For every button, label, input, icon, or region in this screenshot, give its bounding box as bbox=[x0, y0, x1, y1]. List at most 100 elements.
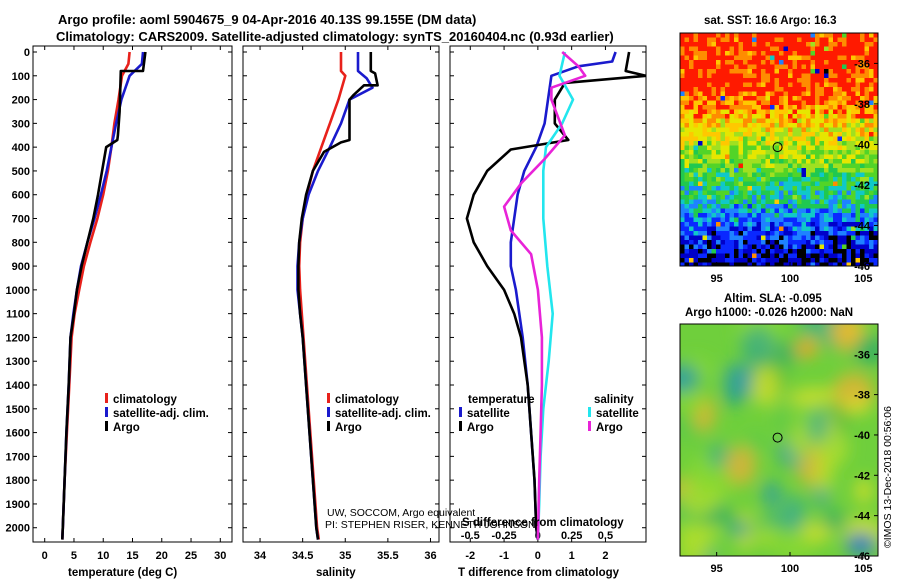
x-tick-label: -1 bbox=[499, 550, 509, 562]
temperature-legend: climatology satellite-adj. clim. Argo bbox=[105, 393, 209, 434]
x-tick-label: 25 bbox=[185, 550, 197, 562]
salinity-panel-frame bbox=[242, 45, 440, 543]
series-satellite-adj-clim- bbox=[61, 51, 145, 540]
temperature-panel-frame bbox=[32, 45, 233, 543]
y-tick-label: 500 bbox=[12, 166, 30, 178]
x-tick-label: 35 bbox=[339, 550, 351, 562]
legend-label-argo: Argo bbox=[113, 422, 140, 434]
difference-x2label: S difference from climatology bbox=[462, 517, 624, 529]
y-tick-label: 600 bbox=[12, 190, 30, 202]
x-tick-label: 105 bbox=[854, 563, 872, 575]
title-line-1: Argo profile: aoml 5904675_9 04-Apr-2016… bbox=[58, 12, 476, 27]
x2-tick-label: -0.5 bbox=[461, 530, 480, 542]
legend-label-s-argo: Argo bbox=[596, 422, 623, 434]
x2-tick-label: -0.25 bbox=[492, 530, 517, 542]
y-tick-label: 100 bbox=[12, 71, 30, 83]
legend-label-t-argo: Argo bbox=[467, 422, 494, 434]
y-tick-label: 1300 bbox=[6, 356, 30, 368]
copyright-stamp: ©IMOS 13-Dec-2018 00:56:06 bbox=[882, 406, 894, 548]
legend-title-salinity: salinity bbox=[594, 394, 634, 406]
series-argo bbox=[61, 51, 147, 540]
x-tick-label: 2 bbox=[602, 550, 608, 562]
y-tick-label: 1500 bbox=[6, 404, 30, 416]
series-climatology bbox=[297, 52, 347, 540]
y-tick-label: 1900 bbox=[6, 499, 30, 511]
salinity-plot: 34 34.5 35 35.5 36 bbox=[243, 46, 439, 562]
sla-map-frame bbox=[679, 323, 879, 557]
x-tick-label: 34.5 bbox=[292, 550, 313, 562]
x-tick-label: 105 bbox=[854, 273, 872, 285]
legend-label-t-satellite: satellite bbox=[467, 408, 510, 420]
y-tick-label: -36 bbox=[854, 58, 870, 70]
legend-label-satellite: satellite-adj. clim. bbox=[335, 408, 431, 420]
y-tick-label: 1700 bbox=[6, 451, 30, 463]
series-argo bbox=[297, 52, 379, 540]
y-tick-label: -36 bbox=[854, 349, 870, 361]
x-tick-label: 0 bbox=[42, 550, 48, 562]
x-tick-label: 35.5 bbox=[377, 550, 398, 562]
x-tick-label: -2 bbox=[465, 550, 475, 562]
y-tick-label: -44 bbox=[854, 511, 871, 523]
x-tick-label: 5 bbox=[71, 550, 77, 562]
temperature-plot: 0100200300400500600700800900100011001200… bbox=[6, 46, 232, 562]
legend-swatch-climatology bbox=[105, 393, 108, 403]
difference-legend: temperature satellite Argo salinity sate… bbox=[459, 394, 639, 434]
legend-label-argo: Argo bbox=[335, 422, 362, 434]
y-tick-label: 1800 bbox=[6, 475, 30, 487]
x-tick-label: 30 bbox=[214, 550, 226, 562]
sst-map-axes: 95 100 105 -36 -38 -40 -42 -44 -46 bbox=[711, 58, 878, 285]
difference-panel-frame bbox=[449, 45, 647, 543]
sla-map-title-2: Argo h1000: -0.026 h2000: NaN bbox=[685, 307, 853, 319]
series-t-argo bbox=[465, 51, 646, 540]
x-tick-label: 36 bbox=[424, 550, 436, 562]
y-tick-label: -44 bbox=[854, 220, 871, 232]
y-tick-label: 300 bbox=[12, 118, 30, 130]
y-tick-label: 2000 bbox=[6, 523, 30, 535]
argo-position-marker bbox=[772, 142, 783, 153]
x-tick-label: 10 bbox=[97, 550, 109, 562]
title-line-2: Climatology: CARS2009. Satellite-adjuste… bbox=[56, 29, 614, 44]
sst-map-frame bbox=[679, 32, 879, 267]
y-tick-label: 700 bbox=[12, 214, 30, 226]
series-satellite-adj-clim- bbox=[296, 52, 374, 540]
x2-tick-label: 0.5 bbox=[598, 530, 613, 542]
salinity-legend: climatology satellite-adj. clim. Argo bbox=[327, 393, 431, 434]
sst-map-title: sat. SST: 16.6 Argo: 16.3 bbox=[704, 15, 837, 27]
x2-tick-label: 0.25 bbox=[561, 530, 582, 542]
x-tick-label: 95 bbox=[711, 273, 723, 285]
legend-swatch-t-satellite bbox=[459, 407, 462, 417]
legend-swatch-s-satellite bbox=[588, 407, 591, 417]
y-tick-label: 1200 bbox=[6, 332, 30, 344]
sla-map-title-1: Altim. SLA: -0.095 bbox=[724, 293, 822, 305]
x-tick-label: 95 bbox=[711, 563, 723, 575]
y-tick-label: -42 bbox=[854, 180, 870, 192]
y-tick-label: -40 bbox=[854, 430, 870, 442]
legend-label-climatology: climatology bbox=[113, 394, 178, 406]
y-tick-label: -40 bbox=[854, 139, 870, 151]
sla-map bbox=[680, 324, 878, 556]
x-tick-label: 0 bbox=[535, 550, 541, 562]
y-tick-label: -46 bbox=[854, 551, 870, 563]
y-tick-label: -46 bbox=[854, 261, 870, 273]
series-s-argo bbox=[502, 51, 587, 540]
legend-swatch-s-argo bbox=[588, 421, 591, 431]
legend-label-climatology: climatology bbox=[335, 394, 400, 406]
y-tick-label: 800 bbox=[12, 237, 30, 249]
y-tick-label: 0 bbox=[24, 47, 30, 59]
x-tick-label: 15 bbox=[126, 550, 138, 562]
legend-label-s-satellite: satellite bbox=[596, 408, 639, 420]
argo-position-marker bbox=[772, 432, 783, 443]
legend-label-satellite: satellite-adj. clim. bbox=[113, 408, 209, 420]
credits-line-2: PI: STEPHEN RISER, KENNETH JOHNSON bbox=[325, 519, 536, 531]
legend-swatch-argo bbox=[105, 421, 108, 431]
x-tick-label: 34 bbox=[254, 550, 267, 562]
legend-swatch-climatology bbox=[327, 393, 330, 403]
salinity-xlabel: salinity bbox=[316, 567, 356, 579]
y-tick-label: -42 bbox=[854, 470, 870, 482]
sst-map bbox=[680, 33, 878, 266]
temperature-xlabel: temperature (deg C) bbox=[68, 567, 177, 579]
legend-swatch-satellite bbox=[105, 407, 108, 417]
credits-line-1: UW, SOCCOM, Argo equivalent bbox=[327, 507, 475, 519]
y-tick-label: -38 bbox=[854, 390, 870, 402]
